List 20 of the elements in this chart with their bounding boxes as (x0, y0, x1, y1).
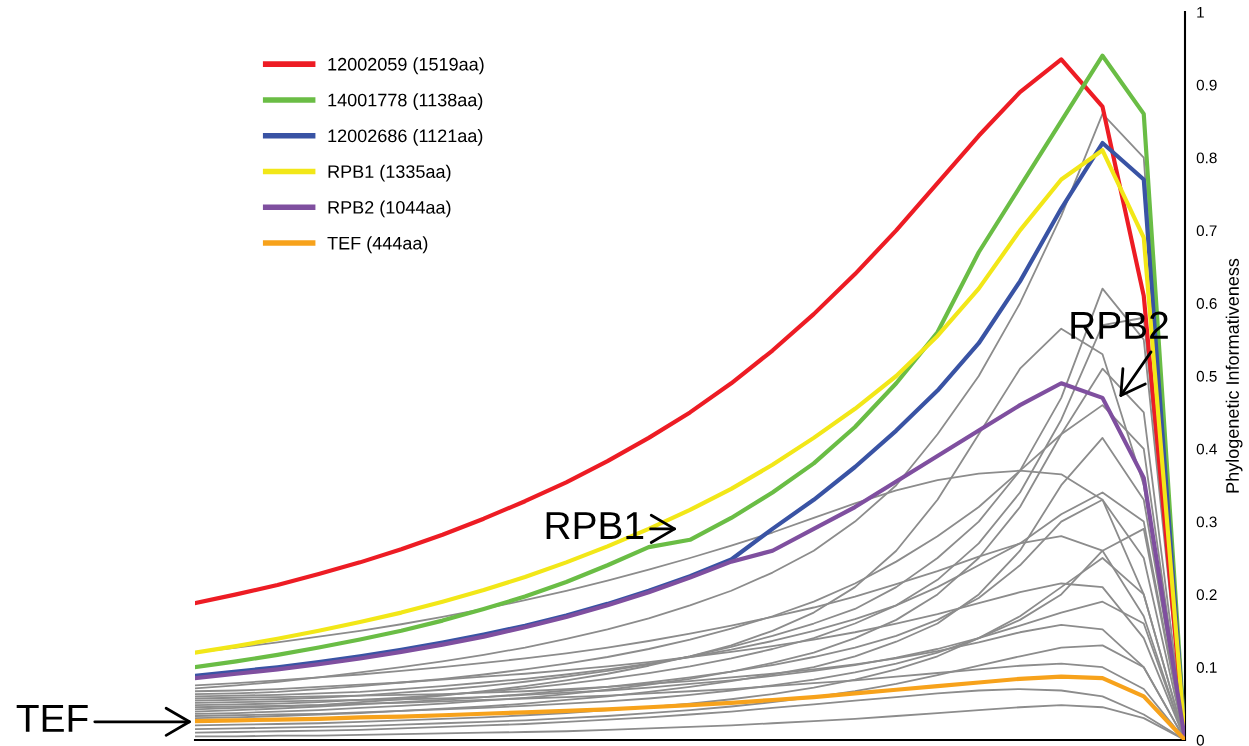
text: TEF (16, 705, 88, 732)
y-tick-label: 0.1 (1196, 662, 1217, 673)
y-tick-label: 1 (1197, 7, 1204, 18)
y-tick-label: 0.9 (1196, 79, 1217, 91)
y-tick-label: 0.5 (1196, 370, 1217, 382)
y-tick-label: 0.3 (1196, 516, 1217, 528)
legend-label: 12002686 (1121aa) (328, 128, 483, 146)
y-axis-title: Phylogenetic Informativeness (1225, 258, 1243, 493)
legend-label: 14001778 (1138aa) (328, 93, 483, 110)
y-tick-label: 0 (1196, 734, 1205, 746)
legend-label: RPB1 (1335aa) (328, 164, 451, 182)
legend-label: TEF (444aa) (327, 236, 428, 254)
legend-label: RPB2 (1044aa) (328, 200, 451, 218)
y-tick-label: 0.7 (1196, 225, 1217, 237)
legend-label: 12002059 (1519aa) (328, 57, 484, 75)
annotation: RPB1 (546, 512, 644, 539)
y-tick-label: 0.4 (1196, 443, 1217, 455)
y-tick-label: 0.8 (1196, 152, 1217, 164)
y-tick-label: 0.6 (1196, 298, 1217, 309)
y-tick-label: 0.2 (1196, 589, 1217, 601)
